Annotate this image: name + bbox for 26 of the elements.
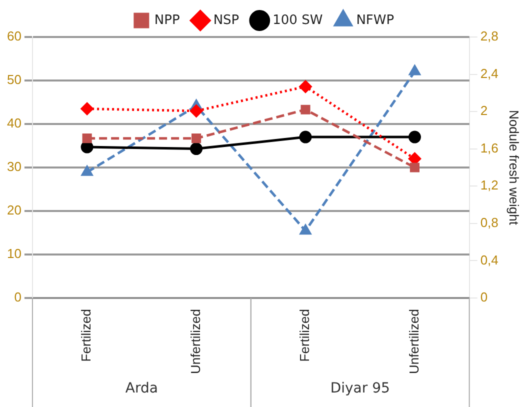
y-tick-label: 60 — [6, 28, 22, 44]
y2-tick-label: 1,2 — [480, 178, 498, 193]
y2-tick-label: 0,8 — [480, 214, 498, 230]
y-tick-label: 0 — [14, 290, 22, 305]
y2-tick-label: 0 — [480, 290, 488, 305]
y-tick-label: 40 — [6, 116, 22, 131]
legend-label: 100 SW — [272, 12, 323, 28]
legend-label: NFWP — [356, 12, 394, 28]
y-tick-label: 50 — [6, 72, 22, 88]
x-tick-label: Unfertilized — [406, 308, 422, 374]
y-tick-label: 20 — [6, 202, 22, 218]
legend-label: NPP — [154, 12, 180, 28]
x-tick-label: Unfertilized — [188, 308, 203, 374]
y-tick-label: 30 — [6, 159, 22, 174]
y2-tick-label: 0,4 — [480, 252, 498, 268]
y2-tick-label: 2,4 — [480, 66, 498, 81]
y2-axis-title: Nodule fresh weight — [506, 110, 522, 226]
x-tick-label: Fertilized — [78, 308, 94, 362]
text: Diyar 95 — [330, 380, 390, 397]
text: Arda — [125, 380, 158, 397]
y2-tick-label: 2 — [480, 103, 488, 118]
y-tick-label: 10 — [6, 246, 22, 262]
y2-tick-label: 1,6 — [480, 140, 498, 156]
y2-tick-label: 2,8 — [480, 28, 498, 44]
legend-label: NSP — [213, 12, 240, 28]
x-tick-label: Fertilized — [297, 308, 312, 362]
